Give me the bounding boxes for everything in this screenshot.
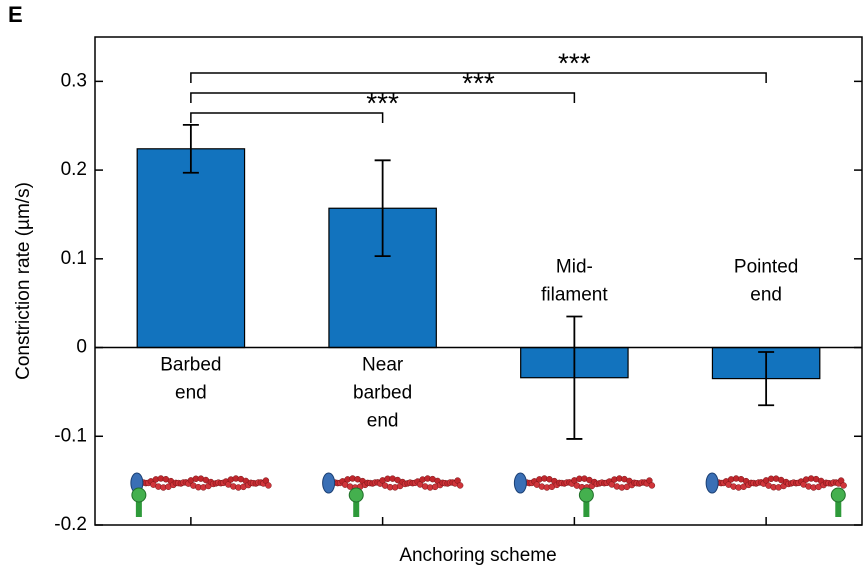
filament-icon	[514, 473, 655, 517]
anchor-head	[349, 488, 363, 502]
category-label: Mid-	[556, 257, 593, 278]
y-tick-label: 0.2	[61, 159, 87, 180]
category-label: end	[175, 383, 207, 404]
significance-label: ***	[462, 67, 495, 98]
x-axis-label: Anchoring scheme	[399, 545, 556, 566]
filament-icon	[131, 473, 272, 517]
filament-icon	[323, 473, 464, 517]
filament-icon	[706, 473, 847, 517]
significance-label: ***	[558, 47, 591, 78]
anchor-head	[579, 488, 593, 502]
page: {"chart_data": {"type": "bar", "panel_la…	[0, 0, 865, 570]
y-axis-label: Constriction rate (µm/s)	[13, 182, 34, 380]
category-label: end	[750, 285, 782, 306]
category-label: filament	[541, 285, 608, 306]
actin-subunit	[265, 482, 271, 488]
y-tick-label: 0.3	[61, 70, 87, 91]
capping-protein	[706, 473, 718, 493]
significance-label: ***	[366, 87, 399, 118]
y-tick-label: 0	[76, 337, 87, 358]
chart: E Constriction rate (µm/s) Anchoring sch…	[0, 0, 865, 570]
y-tick-label: -0.2	[54, 514, 87, 535]
category-label: Near	[362, 355, 404, 376]
y-tick-label: 0.1	[61, 248, 87, 269]
category-label: end	[367, 411, 399, 432]
category-label: Barbed	[160, 355, 221, 376]
bar	[137, 149, 244, 348]
actin-subunit	[457, 482, 463, 488]
anchor-head	[132, 488, 146, 502]
panel-label: E	[8, 2, 23, 27]
category-label: Pointed	[734, 257, 798, 278]
anchor-head	[831, 488, 845, 502]
significance-bracket	[191, 113, 383, 123]
capping-protein	[514, 473, 526, 493]
actin-subunit	[841, 482, 847, 488]
category-label: barbed	[353, 383, 412, 404]
actin-subunit	[649, 482, 655, 488]
capping-protein	[323, 473, 335, 493]
y-tick-label: -0.1	[54, 425, 87, 446]
